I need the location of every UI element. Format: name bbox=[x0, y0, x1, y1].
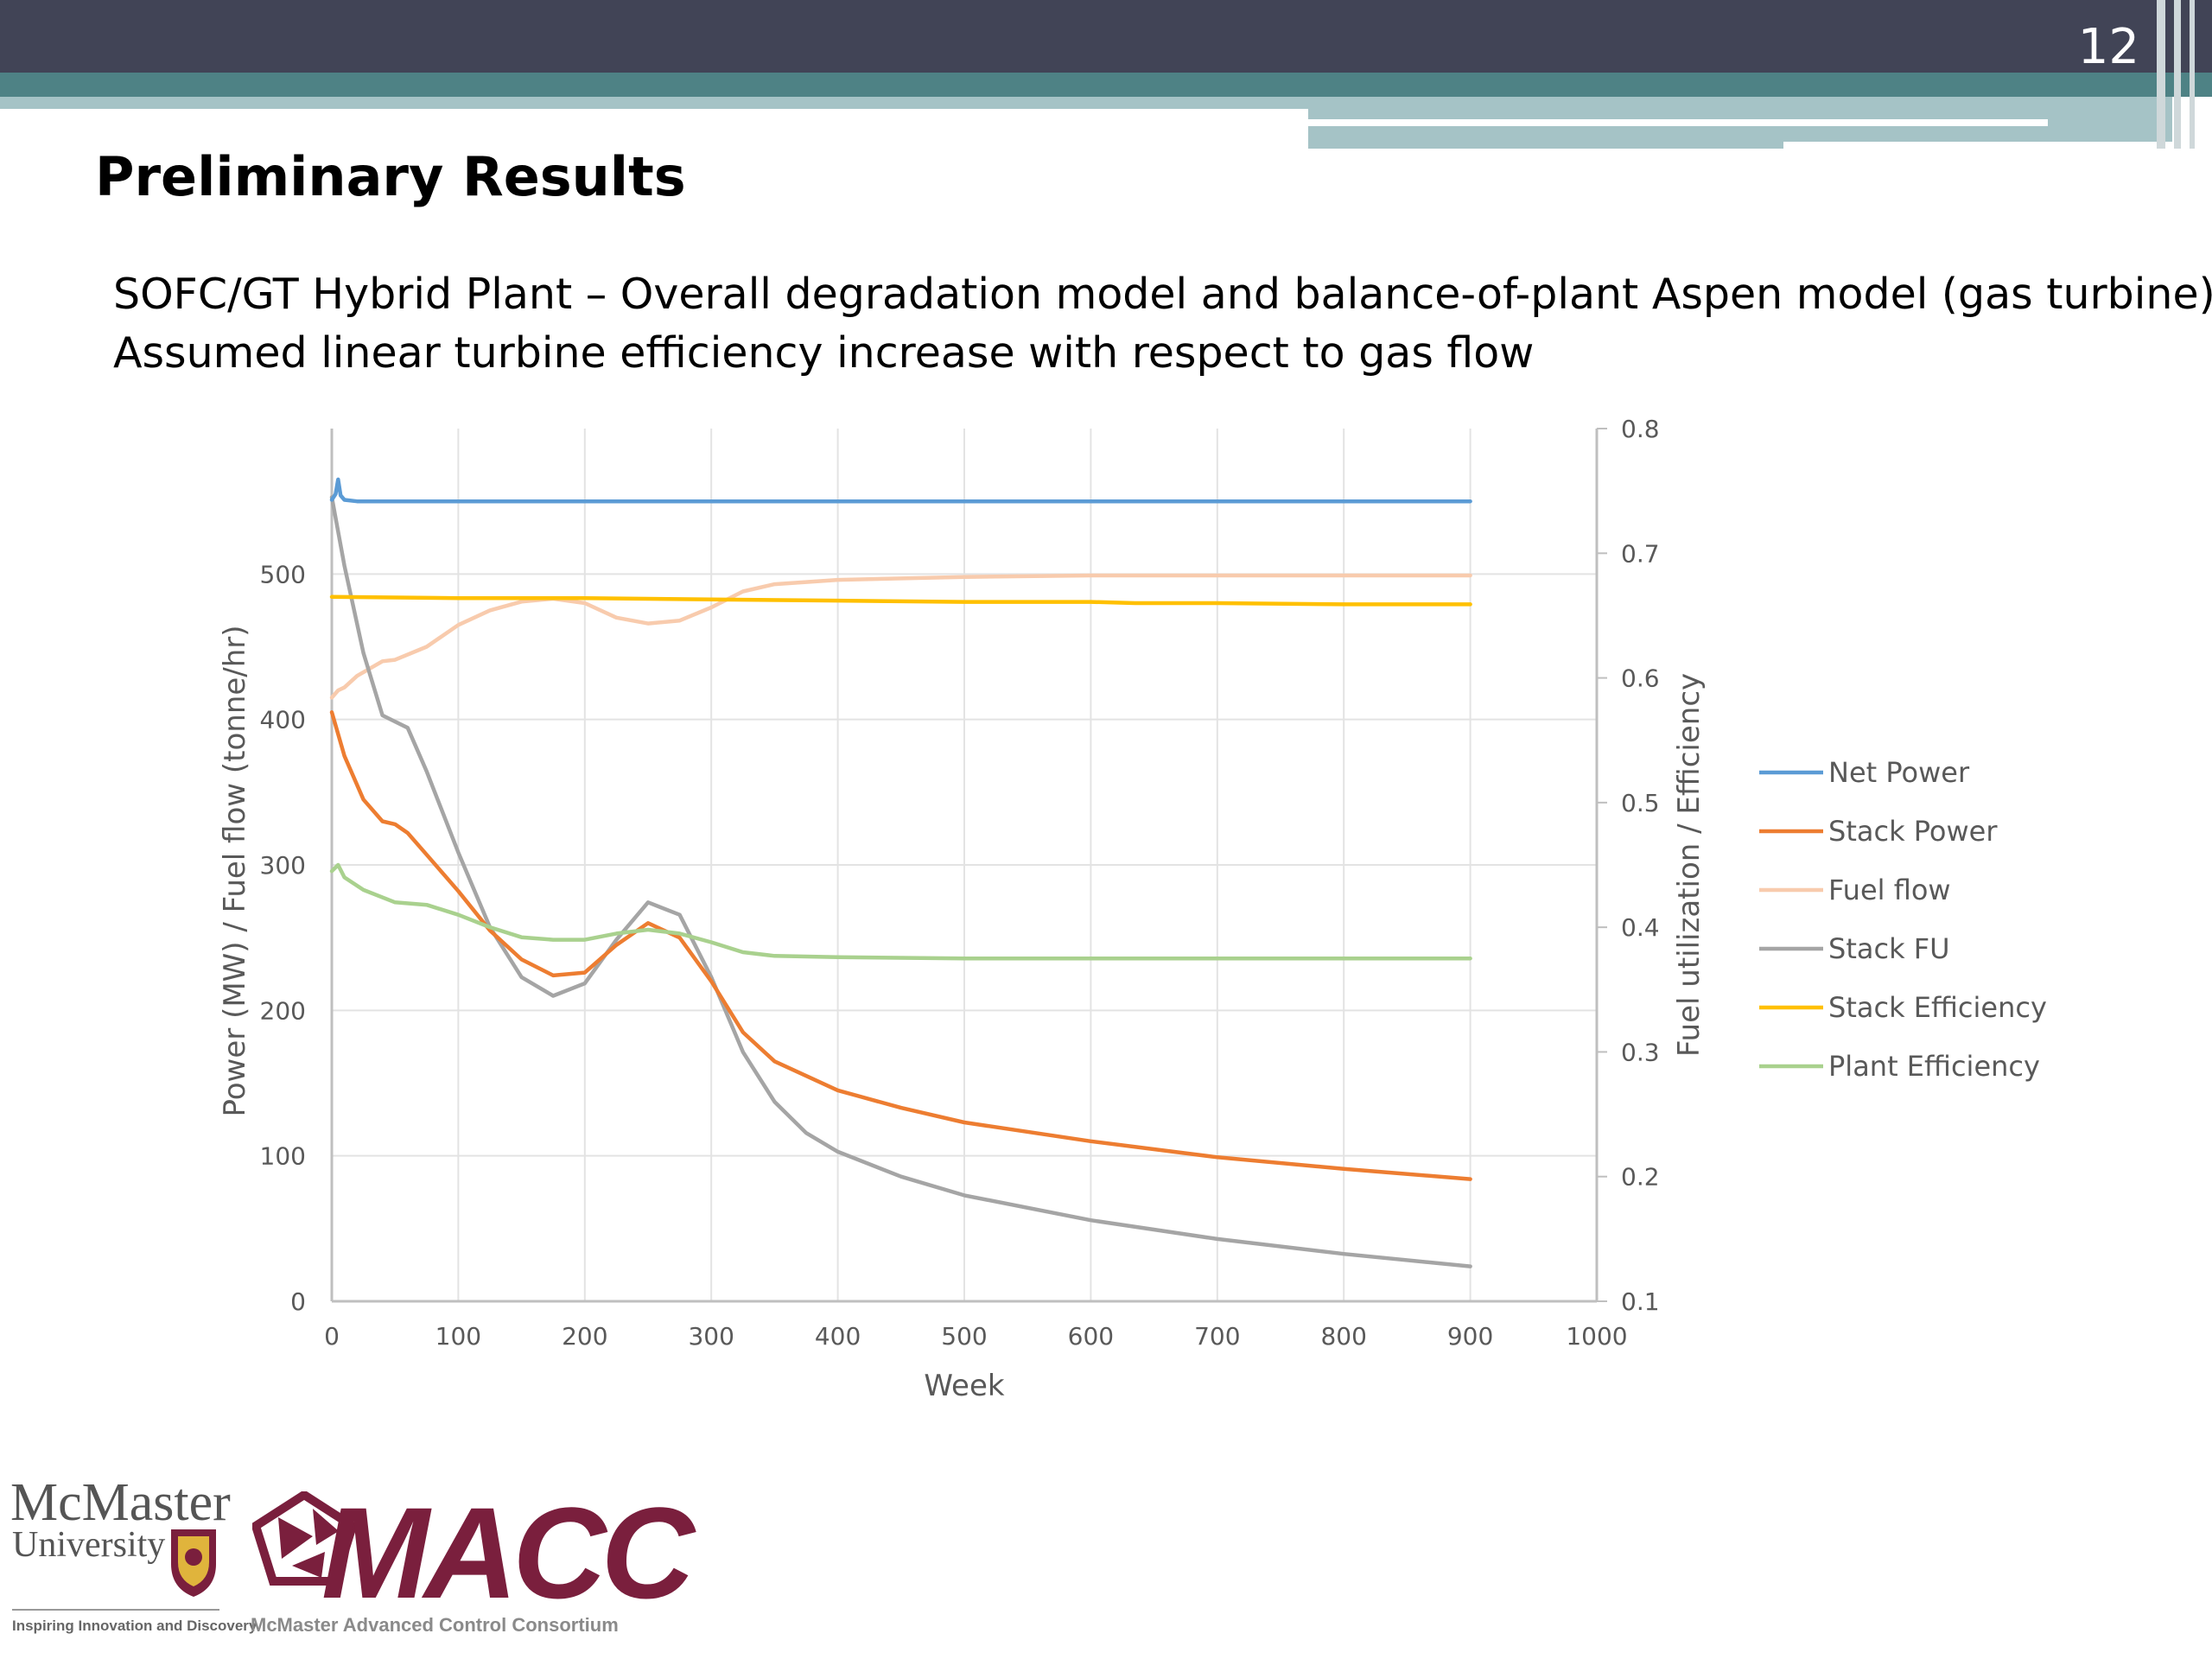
header-light-band bbox=[0, 97, 1308, 109]
y2-tick-label: 0.3 bbox=[1621, 1038, 1660, 1066]
slide-number: 12 bbox=[2077, 19, 2139, 75]
header-stripe-3 bbox=[2190, 0, 2195, 149]
x-tick-label: 300 bbox=[688, 1322, 734, 1351]
y2-tick-label: 0.2 bbox=[1621, 1163, 1660, 1192]
macc-logo-tagline: McMaster Advanced Control Consortium bbox=[251, 1614, 619, 1636]
x-tick-label: 1000 bbox=[1566, 1322, 1627, 1351]
macc-logo-icon bbox=[252, 1491, 356, 1586]
legend-label: Stack FU bbox=[1828, 932, 1950, 965]
series-line-plant-efficiency bbox=[329, 862, 1472, 961]
series-line-stack-efficiency bbox=[329, 594, 1472, 607]
x-tick-label: 800 bbox=[1320, 1322, 1366, 1351]
series-line-stack-fu bbox=[329, 495, 1472, 1268]
y2-tick-label: 0.5 bbox=[1621, 789, 1660, 817]
y-tick-label: 300 bbox=[260, 851, 306, 880]
header-teal-band bbox=[0, 73, 2212, 97]
y2-tick-label: 0.8 bbox=[1621, 415, 1660, 443]
y2-tick-label: 0.7 bbox=[1621, 539, 1660, 568]
x-tick-label: 500 bbox=[941, 1322, 987, 1351]
slide-title: Preliminary Results bbox=[95, 145, 686, 208]
legend-label: Fuel flow bbox=[1828, 874, 1951, 906]
slide-subtitle-line-2: Assumed linear turbine efficiency increa… bbox=[113, 328, 1535, 378]
degradation-chart: 0 100 200 300 400 500 600 700 800 900 1000 0 100 200 3… bbox=[218, 415, 2047, 1403]
chart-series bbox=[329, 477, 1472, 1268]
chart-legend: Net Power Stack Power Fuel flow Stack FU Sta… bbox=[1759, 756, 2047, 1083]
y2-tick-label: 0.1 bbox=[1621, 1287, 1660, 1316]
chart-axes: 0 100 200 300 400 500 600 700 800 900 1000 0 100 200 3… bbox=[260, 415, 1660, 1351]
y-tick-label: 400 bbox=[260, 706, 306, 734]
chart-gridlines bbox=[332, 429, 1597, 1301]
x-tick-label: 400 bbox=[815, 1322, 861, 1351]
header-accent-line-2 bbox=[1783, 142, 2172, 149]
mcmaster-logo-university: University bbox=[12, 1525, 166, 1565]
x-tick-label: 700 bbox=[1194, 1322, 1240, 1351]
y-tick-label: 200 bbox=[260, 996, 306, 1025]
x-tick-label: 100 bbox=[435, 1322, 481, 1351]
header-accent-line bbox=[1308, 119, 2048, 126]
mcmaster-logo-tagline: Inspiring Innovation and Discovery bbox=[12, 1618, 257, 1634]
header-dark-band bbox=[0, 0, 2212, 73]
legend-label: Stack Efficiency bbox=[1828, 991, 2047, 1024]
mcmaster-crest-icon bbox=[171, 1529, 216, 1597]
y2-tick-label: 0.4 bbox=[1621, 913, 1660, 942]
y-tick-label: 0 bbox=[290, 1287, 306, 1316]
y-tick-label: 100 bbox=[260, 1142, 306, 1171]
header-stripe-2 bbox=[2174, 0, 2181, 149]
series-line-net-power bbox=[329, 477, 1472, 504]
x-tick-label: 600 bbox=[1068, 1322, 1114, 1351]
series-line-stack-power bbox=[329, 710, 1472, 1181]
x-axis-label: Week bbox=[924, 1369, 1004, 1403]
x-tick-label: 200 bbox=[562, 1322, 607, 1351]
series-line-fuel-flow bbox=[329, 573, 1472, 700]
mcmaster-logo-name: McMaster bbox=[10, 1473, 231, 1532]
slide-subtitle-line-1: SOFC/GT Hybrid Plant – Overall degradati… bbox=[113, 270, 2212, 319]
legend-label: Plant Efficiency bbox=[1828, 1050, 2040, 1083]
macc-logo-text: MACC bbox=[321, 1480, 695, 1625]
y-axis-label: Power (MW) / Fuel flow (tonne/hr) bbox=[218, 625, 252, 1116]
legend-label: Stack Power bbox=[1828, 815, 1998, 848]
y2-axis-label: Fuel utilization / Efficiency bbox=[1672, 673, 1707, 1057]
header-stripe-1 bbox=[2157, 0, 2165, 149]
legend-label: Net Power bbox=[1828, 756, 1970, 789]
mcmaster-logo-divider bbox=[12, 1609, 219, 1611]
x-tick-label: 900 bbox=[1447, 1322, 1493, 1351]
x-tick-label: 0 bbox=[324, 1322, 340, 1351]
y-tick-label: 500 bbox=[260, 560, 306, 588]
y2-tick-label: 0.6 bbox=[1621, 664, 1660, 693]
